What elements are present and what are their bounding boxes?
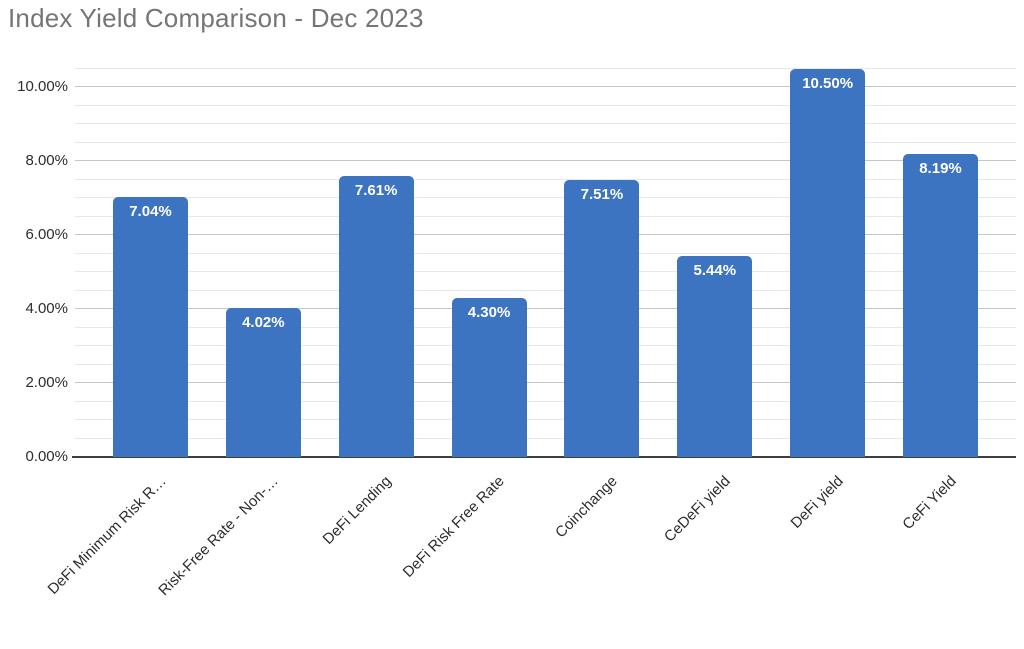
bar-value-label: 10.50% — [802, 75, 854, 92]
gridline-major — [75, 382, 1016, 384]
gridline-major — [75, 308, 1016, 310]
bar-chart: Index Yield Comparison - Dec 2023 0.00% 2… — [0, 3, 1016, 612]
x-axis-line — [72, 456, 1016, 458]
bar-value-label: 5.44% — [693, 261, 737, 279]
gridline-minor — [75, 68, 1016, 69]
bar: 4.30% — [451, 298, 527, 457]
gridline-major — [75, 234, 1016, 236]
gridline-minor — [75, 123, 1016, 125]
plot-area: 7.04% 4.02% 7.61% 4.30% 7.51% 5.44% 10.50% 8.19… — [72, 68, 1016, 458]
y-axis-tick-label: 10.00% — [17, 78, 68, 96]
gridline-minor — [75, 289, 1016, 291]
gridline-minor — [75, 437, 1016, 439]
gridline-minor — [75, 345, 1016, 347]
gridline-minor — [75, 104, 1016, 106]
bar: 5.44% — [677, 255, 753, 457]
y-axis-tick-label: 8.00% — [25, 152, 68, 170]
bar-value-label: 4.02% — [242, 314, 285, 332]
bar: 7.04% — [113, 196, 188, 457]
gridline-minor — [75, 178, 1016, 180]
gridline-minor — [75, 400, 1016, 402]
x-axis: DeFi Minimum Risk R… Risk-Free Rate - Non… — [44, 457, 1016, 612]
y-axis-tick-label: 0.00% — [25, 448, 68, 465]
y-axis-tick-label: 4.00% — [25, 300, 68, 318]
bar-value-label: 4.30% — [467, 304, 511, 322]
chart-title: Index Yield Comparison - Dec 2023 — [8, 3, 424, 33]
bar: 7.51% — [564, 179, 640, 457]
bar-value-label: 7.51% — [580, 185, 624, 203]
gridline-minor — [75, 326, 1016, 328]
gridline-major — [75, 86, 1016, 88]
bar-value-label: 7.61% — [354, 181, 398, 199]
bar-value-label: 8.19% — [919, 160, 962, 178]
gridline-minor — [75, 141, 1016, 143]
gridline-minor — [75, 271, 1016, 273]
bar: 4.02% — [225, 308, 301, 457]
bar-value-label: 7.04% — [129, 202, 172, 220]
gridline-minor — [75, 419, 1016, 421]
y-axis-tick-label: 2.00% — [25, 374, 68, 392]
gridline-major — [75, 160, 1016, 162]
y-axis-tick-label: 6.00% — [25, 226, 68, 244]
gridline-minor — [75, 363, 1016, 365]
y-axis: 0.00% 2.00% 4.00% 6.00% 8.00% 10.00% — [0, 69, 68, 465]
gridline-minor — [75, 252, 1016, 254]
bar: 8.19% — [903, 154, 978, 457]
bar: 10.50% — [790, 69, 866, 457]
gridline-minor — [75, 215, 1016, 217]
gridline-minor — [75, 197, 1016, 199]
bar: 7.61% — [338, 175, 414, 457]
